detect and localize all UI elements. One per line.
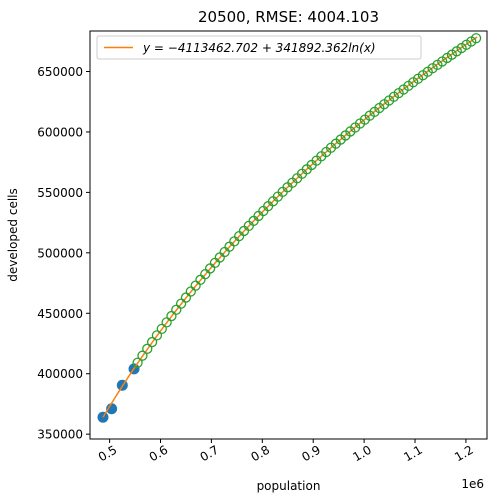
- x-axis-offset-label: 1e6: [461, 477, 484, 491]
- y-tick-label: 550000: [37, 186, 83, 200]
- x-tick-label: 0.9: [299, 443, 323, 465]
- y-axis-label: developed cells: [6, 188, 20, 282]
- fit-line: [102, 36, 478, 418]
- y-tick-label: 500000: [37, 246, 83, 260]
- projected-point: [151, 330, 163, 341]
- y-tick-label: 650000: [37, 65, 83, 79]
- projected-point: [470, 33, 482, 44]
- chart-title: 20500, RMSE: 4004.103: [198, 8, 379, 26]
- y-tick-label: 350000: [37, 428, 83, 442]
- x-axis-label: population: [257, 479, 321, 493]
- projected-point: [142, 343, 153, 354]
- y-tick-label: 450000: [37, 307, 83, 321]
- projected-point: [137, 350, 148, 361]
- x-tick-label: 1.1: [401, 443, 425, 465]
- data-layer: [97, 33, 482, 423]
- y-tick-label: 400000: [37, 367, 83, 381]
- x-tick-label: 1.0: [350, 443, 374, 465]
- x-tick-label: 0.8: [249, 443, 273, 465]
- y-tick-label: 600000: [37, 125, 83, 139]
- x-tick-label: 0.5: [96, 443, 120, 465]
- legend-box: [96, 35, 422, 60]
- plot-area: [90, 31, 487, 439]
- projected-point: [161, 317, 172, 328]
- plot-frame: [89, 30, 488, 440]
- x-tick-label: 1.2: [452, 443, 476, 465]
- projected-point: [166, 310, 177, 322]
- projected-point: [132, 357, 143, 368]
- x-tick-label: 0.7: [198, 443, 222, 465]
- legend: y = −4113462.702 + 341892.362ln(x): [96, 35, 422, 60]
- x-tick-label: 0.6: [147, 443, 171, 465]
- projected-point: [146, 336, 158, 348]
- projected-point: [156, 323, 167, 335]
- legend-fit-label: y = −4113462.702 + 341892.362ln(x): [142, 41, 376, 55]
- observed-point: [106, 403, 118, 415]
